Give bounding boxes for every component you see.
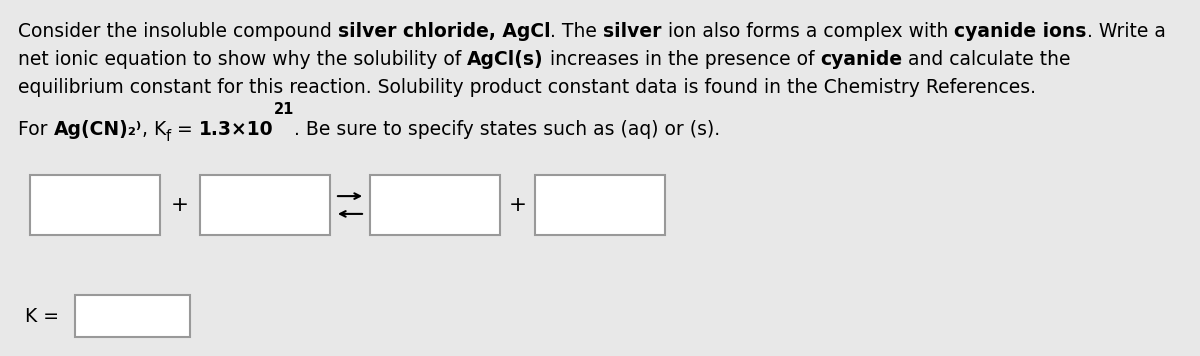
Text: f: f (166, 129, 172, 144)
Text: . Write a: . Write a (1087, 22, 1165, 41)
Bar (200, 175, 330, 235)
Text: cyanide ions: cyanide ions (954, 22, 1087, 41)
Text: 1.3×10: 1.3×10 (199, 120, 274, 139)
Text: net ionic equation to show why the solubility of: net ionic equation to show why the solub… (18, 50, 467, 69)
Text: silver: silver (604, 22, 662, 41)
Text: Consider the insoluble compound: Consider the insoluble compound (18, 22, 338, 41)
Text: +: + (172, 195, 190, 215)
Text: and calculate the: and calculate the (902, 50, 1072, 69)
Text: equilibrium constant for this reaction. Solubility product constant data is foun: equilibrium constant for this reaction. … (18, 78, 1036, 97)
Text: ion also forms a complex with: ion also forms a complex with (662, 22, 954, 41)
Text: AgCl(s): AgCl(s) (467, 50, 544, 69)
Text: silver chloride, AgCl: silver chloride, AgCl (338, 22, 551, 41)
Text: . The: . The (551, 22, 604, 41)
Bar (30, 175, 160, 235)
Text: 21: 21 (274, 102, 294, 117)
Text: =: = (172, 120, 199, 139)
Bar (370, 175, 500, 235)
Text: , K: , K (142, 120, 166, 139)
Text: increases in the presence of: increases in the presence of (544, 50, 821, 69)
Text: cyanide: cyanide (821, 50, 902, 69)
Text: Ag(CN)₂⁾: Ag(CN)₂⁾ (54, 120, 142, 139)
Bar (535, 175, 665, 235)
Text: . Be sure to specify states such as (aq) or (s).: . Be sure to specify states such as (aq)… (294, 120, 720, 139)
Text: +: + (509, 195, 527, 215)
Text: For: For (18, 120, 54, 139)
Bar (74, 295, 190, 337)
Text: K =: K = (25, 307, 59, 325)
